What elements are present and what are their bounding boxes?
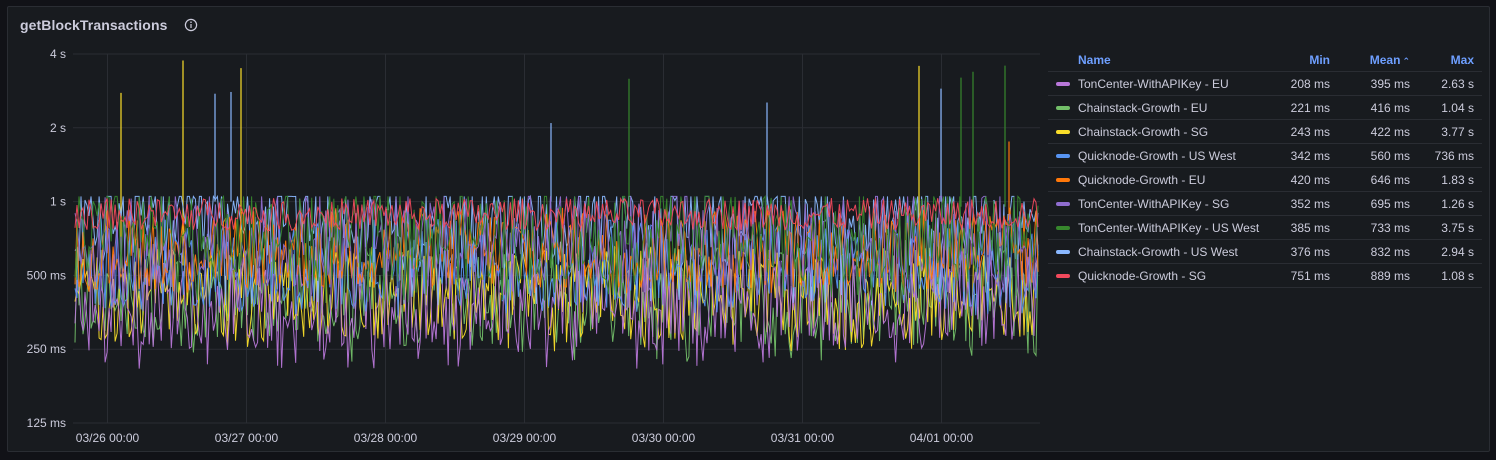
- legend-series-name[interactable]: Chainstack-Growth - SG: [1048, 119, 1274, 144]
- series-line: [74, 196, 1039, 232]
- legend-row[interactable]: TonCenter-WithAPIKey - US West 385 ms 733 …: [1048, 215, 1482, 240]
- legend-max-value: 2.63 s: [1418, 71, 1482, 96]
- legend-min-value: 376 ms: [1274, 239, 1338, 264]
- legend-max-value: 3.75 s: [1418, 215, 1482, 240]
- legend-mean-value: 733 ms: [1338, 215, 1418, 240]
- legend-min-value: 221 ms: [1274, 95, 1338, 120]
- x-tick-label: 03/31 00:00: [771, 431, 835, 445]
- legend-series-name[interactable]: Quicknode-Growth - US West: [1048, 143, 1274, 168]
- legend-series-label: TonCenter-WithAPIKey - US West: [1078, 220, 1260, 235]
- legend-series-label: TonCenter-WithAPIKey - EU: [1078, 76, 1229, 91]
- legend-row[interactable]: TonCenter-WithAPIKey - SG 352 ms 695 ms 1.2…: [1048, 191, 1482, 216]
- y-tick-label: 125 ms: [27, 416, 66, 430]
- panel-header: getBlockTransactions: [20, 15, 198, 35]
- legend-min-value: 385 ms: [1274, 215, 1338, 240]
- legend-row[interactable]: Quicknode-Growth - SG 751 ms 889 ms 1.08 s: [1048, 263, 1482, 288]
- legend-series-label: Chainstack-Growth - EU: [1078, 100, 1208, 115]
- y-tick-label: 4 s: [50, 47, 66, 61]
- legend-row[interactable]: Quicknode-Growth - US West 342 ms 560 ms 73…: [1048, 143, 1482, 168]
- info-icon[interactable]: [184, 18, 198, 32]
- series-line: [74, 194, 1039, 304]
- series-line: [74, 253, 1039, 369]
- y-tick-label: 2 s: [50, 121, 66, 135]
- y-tick-label: 250 ms: [27, 342, 66, 356]
- legend-series-name[interactable]: Quicknode-Growth - SG: [1048, 263, 1274, 288]
- legend-min-value: 342 ms: [1274, 143, 1338, 168]
- legend-color-swatch: [1056, 226, 1070, 231]
- legend-row[interactable]: Chainstack-Growth - EU 221 ms 416 ms 1.04 s: [1048, 95, 1482, 120]
- legend-color-swatch: [1056, 106, 1070, 111]
- legend-series-name[interactable]: Chainstack-Growth - US West: [1048, 239, 1274, 264]
- legend-table: Name Min Mean ⌃ Max TonCenter-WithAPIKey …: [1048, 49, 1488, 288]
- panel: 4 s 2 s 1 s 500 ms 250 ms 125 ms 03/26 00:00 03…: [7, 6, 1490, 452]
- y-tick-label: 1 s: [50, 195, 66, 209]
- legend-max-value: 736 ms: [1418, 143, 1482, 168]
- legend-mean-value: 695 ms: [1338, 191, 1418, 216]
- legend-color-swatch: [1056, 82, 1070, 87]
- legend-series-label: Chainstack-Growth - SG: [1078, 124, 1209, 139]
- legend-series-name[interactable]: TonCenter-WithAPIKey - EU: [1048, 71, 1274, 96]
- legend-series-label: Chainstack-Growth - US West: [1078, 244, 1238, 259]
- legend-header-mean[interactable]: Mean ⌃: [1338, 49, 1418, 72]
- legend-color-swatch: [1056, 178, 1070, 183]
- legend-mean-value: 832 ms: [1338, 239, 1418, 264]
- legend-max-value: 1.26 s: [1418, 191, 1482, 216]
- legend-mean-value: 416 ms: [1338, 95, 1418, 120]
- time-series-chart[interactable]: 4 s 2 s 1 s 500 ms 250 ms 125 ms 03/26 00:00 03…: [8, 7, 1048, 451]
- legend-mean-value: 422 ms: [1338, 119, 1418, 144]
- x-tick-label: 03/29 00:00: [493, 431, 557, 445]
- legend-color-swatch: [1056, 202, 1070, 207]
- legend-color-swatch: [1056, 154, 1070, 159]
- legend-mean-value: 560 ms: [1338, 143, 1418, 168]
- legend-max-value: 1.08 s: [1418, 263, 1482, 288]
- legend-row[interactable]: TonCenter-WithAPIKey - EU 208 ms 395 ms 2.6…: [1048, 71, 1482, 96]
- legend-header-mean-label: Mean: [1369, 53, 1401, 67]
- legend-min-value: 751 ms: [1274, 263, 1338, 288]
- legend-header-max[interactable]: Max: [1418, 49, 1482, 72]
- x-tick-label: 03/30 00:00: [632, 431, 696, 445]
- y-tick-label: 500 ms: [27, 268, 66, 282]
- legend-min-value: 243 ms: [1274, 119, 1338, 144]
- x-tick-label: 03/26 00:00: [76, 431, 140, 445]
- panel-title[interactable]: getBlockTransactions: [20, 17, 168, 33]
- legend-min-value: 420 ms: [1274, 167, 1338, 192]
- x-tick-label: 03/28 00:00: [354, 431, 418, 445]
- series-line: [74, 245, 1039, 352]
- sort-ascending-icon: ⌃: [1402, 56, 1410, 66]
- legend-series-label: Quicknode-Growth - SG: [1078, 268, 1207, 283]
- legend-mean-value: 395 ms: [1338, 71, 1418, 96]
- legend-series-label: TonCenter-WithAPIKey - SG: [1078, 196, 1230, 211]
- legend-color-swatch: [1056, 130, 1070, 135]
- legend-header-name[interactable]: Name: [1048, 49, 1274, 72]
- legend-header-min[interactable]: Min: [1274, 49, 1338, 72]
- series-line: [74, 246, 1039, 362]
- legend-row[interactable]: Quicknode-Growth - EU 420 ms 646 ms 1.83 s: [1048, 167, 1482, 192]
- legend-mean-value: 646 ms: [1338, 167, 1418, 192]
- legend-series-label: Quicknode-Growth - EU: [1078, 172, 1206, 187]
- legend-header-row: Name Min Mean ⌃ Max: [1048, 49, 1482, 72]
- legend-min-value: 208 ms: [1274, 71, 1338, 96]
- legend-max-value: 2.94 s: [1418, 239, 1482, 264]
- legend-mean-value: 889 ms: [1338, 263, 1418, 288]
- legend-series-label: Quicknode-Growth - US West: [1078, 148, 1236, 163]
- legend-series-name[interactable]: TonCenter-WithAPIKey - SG: [1048, 191, 1274, 216]
- legend-series-name[interactable]: TonCenter-WithAPIKey - US West: [1048, 215, 1274, 240]
- legend-max-value: 3.77 s: [1418, 119, 1482, 144]
- legend-min-value: 352 ms: [1274, 191, 1338, 216]
- legend-row[interactable]: Chainstack-Growth - SG 243 ms 422 ms 3.77 s: [1048, 119, 1482, 144]
- legend-max-value: 1.83 s: [1418, 167, 1482, 192]
- legend-color-swatch: [1056, 250, 1070, 255]
- legend-series-name[interactable]: Quicknode-Growth - EU: [1048, 167, 1274, 192]
- legend-row[interactable]: Chainstack-Growth - US West 376 ms 832 ms 2…: [1048, 239, 1482, 264]
- x-tick-label: 03/27 00:00: [215, 431, 279, 445]
- x-tick-label: 04/01 00:00: [910, 431, 974, 445]
- legend-series-name[interactable]: Chainstack-Growth - EU: [1048, 95, 1274, 120]
- legend-color-swatch: [1056, 274, 1070, 279]
- legend-max-value: 1.04 s: [1418, 95, 1482, 120]
